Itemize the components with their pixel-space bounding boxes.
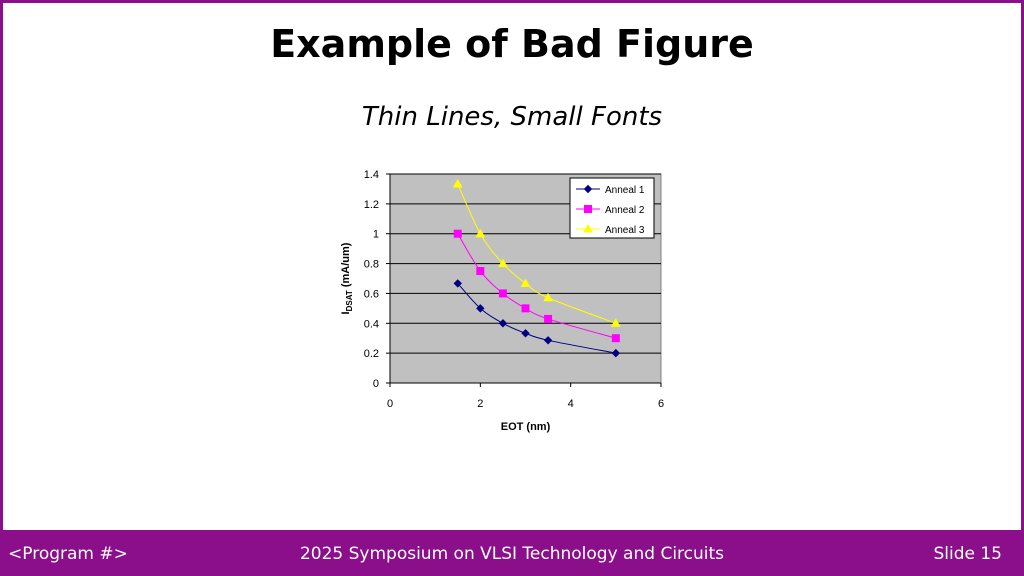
data-point-series-2 [453,229,462,238]
data-point-series-2 [611,334,620,343]
footer-conference-name: 2025 Symposium on VLSI Technology and Ci… [299,544,725,564]
data-point-series-1 [611,348,621,358]
y-tick-label: 0.8 [364,259,379,271]
data-point-series-1 [498,319,508,328]
y-tick-label: 1 [373,229,379,241]
slide-title: Example of Bad Figure [270,22,754,66]
y-tick-label: 1.4 [364,169,379,181]
data-point-series-3 [498,258,508,268]
data-point-series-2 [476,267,485,276]
y-axis-title: IDSAT (mA/um) [340,242,354,314]
y-tick-label: 1.2 [364,199,379,211]
data-point-series-2 [498,289,507,298]
y-tick-label: 0.6 [364,288,379,300]
footer-bar: <Program #> 2025 Symposium on VLSI Techn… [0,530,1024,576]
legend-marker-2 [584,205,592,213]
legend-label-2: Anneal 2 [605,205,645,216]
data-point-series-1 [476,304,485,313]
data-point-series-1 [521,329,530,338]
footer-program-number: <Program #> [8,544,128,564]
footer-slide-number: Slide 15 [933,544,1002,564]
x-tick-label: 2 [477,398,483,410]
data-point-series-2 [521,304,530,313]
legend-marker-3 [583,223,593,233]
legend-marker-1 [583,184,593,194]
x-tick-label: 4 [568,398,574,410]
data-point-series-3 [520,278,531,287]
data-point-series-3 [610,318,621,327]
series-line-3 [457,183,617,324]
x-tick-label: 0 [387,398,393,410]
legend-label-1: Anneal 1 [605,185,645,196]
data-point-series-1 [543,336,553,345]
data-point-series-2 [544,314,553,323]
legend-label-3: Anneal 3 [605,225,645,236]
y-tick-label: 0.2 [364,348,379,360]
x-tick-label: 6 [658,398,664,410]
data-point-series-3 [475,228,486,238]
slide-subtitle: Thin Lines, Small Fonts [361,102,663,132]
y-tick-label: 0.4 [364,318,379,330]
y-tick-label: 0 [373,378,379,390]
data-point-series-3 [452,178,463,188]
x-axis-title: EOT (nm) [501,421,551,433]
data-point-series-3 [543,292,553,302]
data-point-series-1 [453,279,462,288]
